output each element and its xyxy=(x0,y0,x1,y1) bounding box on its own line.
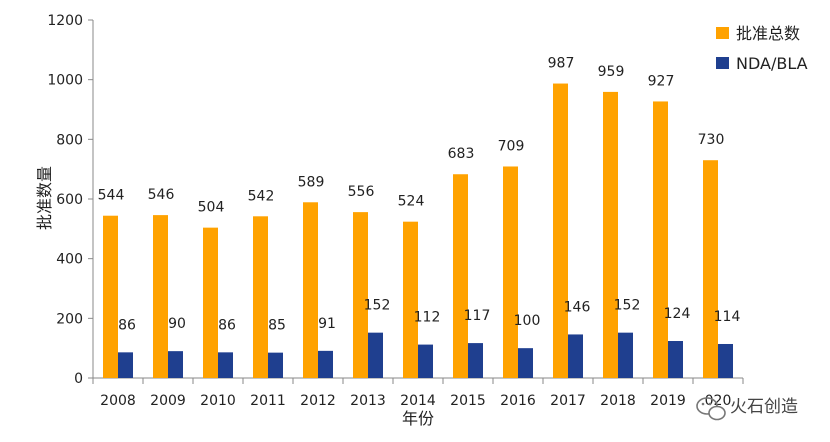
data-label-nda-bla: 86 xyxy=(118,317,136,333)
watermark-text: 火石创造 xyxy=(730,397,798,417)
x-axis: 2008 2009 2010 2011 2012 2013 2014 2015 2016 2017… xyxy=(92,377,744,409)
y-axis-title: 批准数量 xyxy=(35,166,54,230)
x-tick-label: 2014 xyxy=(400,393,436,409)
y-tick-label: 400 xyxy=(56,252,83,268)
bar-nda-bla xyxy=(118,352,133,378)
data-label-nda-bla: 112 xyxy=(414,310,441,326)
bar-total xyxy=(203,227,218,378)
data-label-nda-bla: 100 xyxy=(514,313,541,329)
bar-total xyxy=(353,212,368,378)
x-axis-title: 年份 xyxy=(402,409,434,428)
x-tick-label: 2015 xyxy=(450,393,486,409)
bar-nda-bla xyxy=(518,348,533,378)
data-label-total: 683 xyxy=(448,146,475,162)
x-tick-label: 2018 xyxy=(600,393,636,409)
data-label-nda-bla: 91 xyxy=(318,316,336,332)
x-tick-label: 020 xyxy=(705,393,732,409)
bar-nda-bla xyxy=(218,352,233,378)
x-tick-label: 2008 xyxy=(100,393,136,409)
y-tick-label: 800 xyxy=(56,132,83,148)
legend: 批准总数 NDA/BLA xyxy=(716,24,808,73)
data-label-total: 709 xyxy=(498,138,525,154)
data-label-total: 544 xyxy=(98,188,125,204)
bar-nda-bla xyxy=(568,334,583,378)
bar-total xyxy=(653,101,668,378)
legend-swatch-total xyxy=(716,27,729,39)
bar-total xyxy=(103,215,118,378)
y-tick-label: 1200 xyxy=(47,13,83,29)
legend-label-total: 批准总数 xyxy=(736,24,800,43)
data-label-total: 504 xyxy=(198,200,225,216)
bar-total xyxy=(153,215,168,378)
bar-nda-bla xyxy=(368,332,383,378)
bar-nda-bla xyxy=(318,350,333,378)
x-tick-label: 2009 xyxy=(150,393,186,409)
bar-nda-bla xyxy=(268,352,283,378)
y-axis: 0 200 400 600 800 1000 1200 xyxy=(47,13,94,387)
x-tick-label: 2010 xyxy=(200,393,236,409)
data-label-nda-bla: 117 xyxy=(464,308,491,324)
bar-nda-bla xyxy=(468,343,483,378)
bar-total xyxy=(503,166,518,378)
bar-total xyxy=(703,160,718,378)
bar-nda-bla xyxy=(168,351,183,378)
data-label-total: 546 xyxy=(148,187,175,203)
x-tick-label: 2012 xyxy=(300,393,336,409)
x-tick-label: 2017 xyxy=(550,393,586,409)
bar-total xyxy=(553,83,568,379)
data-label-total: 589 xyxy=(298,174,325,190)
data-label-nda-bla: 146 xyxy=(564,299,591,315)
data-label-nda-bla: 86 xyxy=(218,317,236,333)
wechat-icon xyxy=(696,397,726,421)
x-tick-label: 2013 xyxy=(350,393,386,409)
x-tick-label: 2019 xyxy=(650,393,686,409)
bar-nda-bla xyxy=(718,343,733,378)
data-label-nda-bla: 85 xyxy=(268,318,286,334)
data-label-total: 556 xyxy=(348,184,375,200)
data-label-nda-bla: 90 xyxy=(168,316,186,332)
bar-nda-bla xyxy=(418,344,433,378)
data-label-nda-bla: 114 xyxy=(714,309,741,325)
x-tick-label: 2011 xyxy=(250,393,286,409)
data-label-total: 542 xyxy=(248,188,275,204)
data-label-total: 524 xyxy=(398,194,425,210)
bars xyxy=(103,83,733,379)
bar-total xyxy=(403,221,418,378)
watermark: 火石创造 xyxy=(696,397,798,421)
bar-total xyxy=(453,174,468,378)
y-tick-label: 600 xyxy=(56,192,83,208)
bar-total xyxy=(603,91,618,379)
data-labels: 544 546 504 542 589 556 524 683 709 987 959 927 730 8… xyxy=(98,56,741,334)
bar-nda-bla xyxy=(668,341,683,378)
legend-swatch-nda-bla xyxy=(716,57,729,69)
data-label-total: 987 xyxy=(548,56,575,72)
data-label-total: 959 xyxy=(598,64,625,80)
bar-total xyxy=(253,216,268,378)
y-tick-label: 200 xyxy=(56,311,83,327)
data-label-total: 927 xyxy=(648,73,675,89)
legend-label-nda-bla: NDA/BLA xyxy=(736,54,808,73)
y-tick-label: 1000 xyxy=(47,73,83,89)
data-label-nda-bla: 152 xyxy=(614,298,641,314)
data-label-total: 730 xyxy=(698,132,725,148)
data-label-nda-bla: 152 xyxy=(364,298,391,314)
data-label-nda-bla: 124 xyxy=(664,306,691,322)
x-tick-label: 2016 xyxy=(500,393,536,409)
bar-nda-bla xyxy=(618,332,633,378)
bar-total xyxy=(303,202,318,378)
y-tick-label: 0 xyxy=(74,371,83,387)
